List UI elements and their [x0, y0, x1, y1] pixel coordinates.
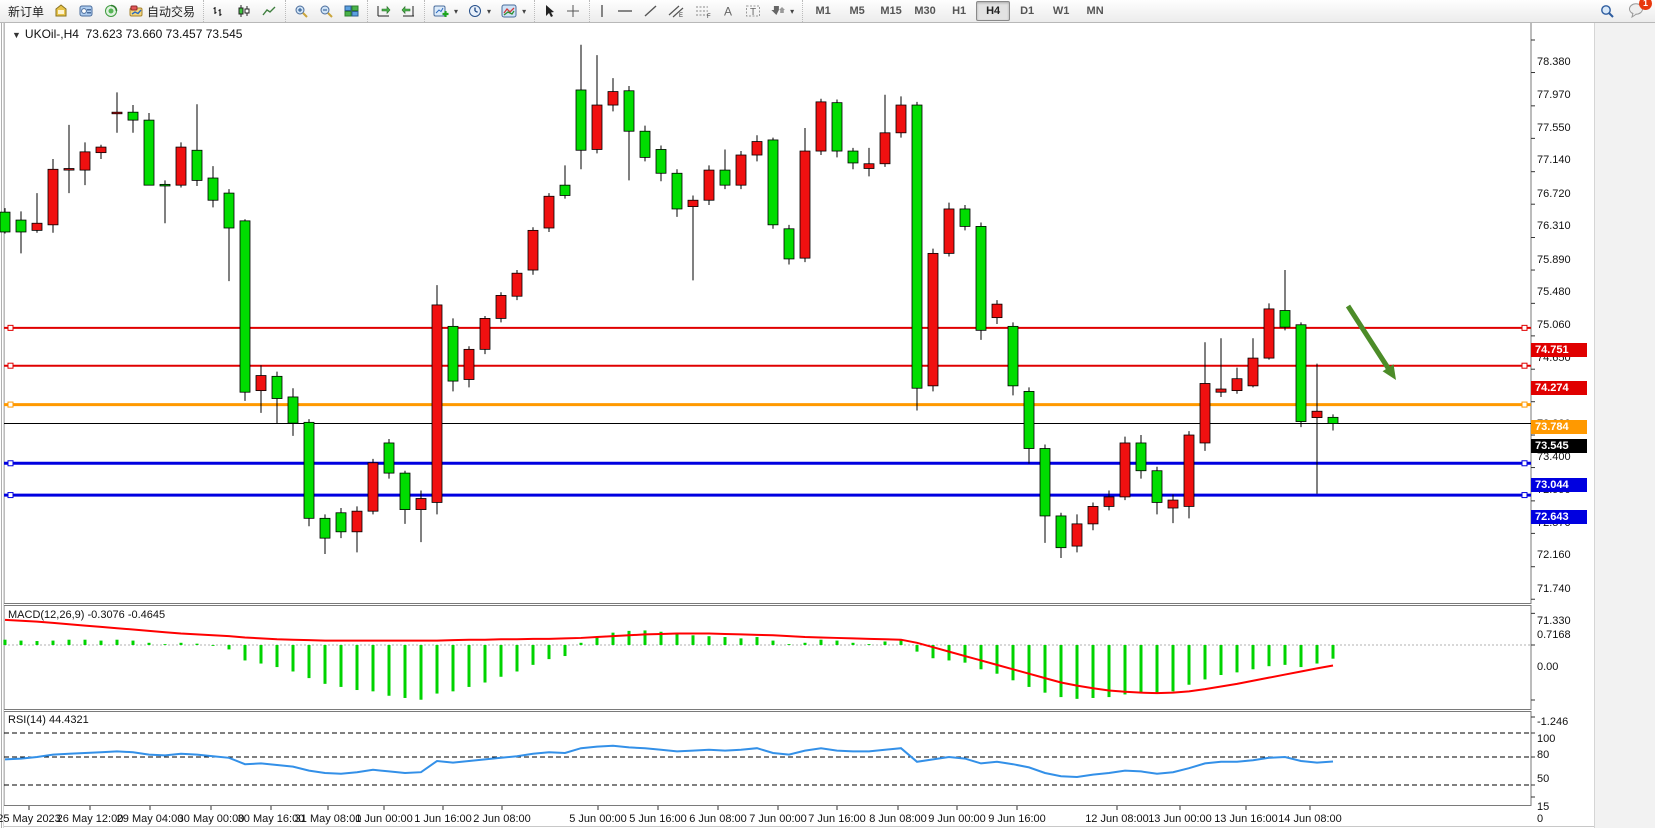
svg-text:F: F [707, 14, 711, 18]
equidistant-channel-icon: E [668, 4, 685, 18]
window-right-strip [1594, 22, 1655, 828]
search-button[interactable] [1594, 0, 1620, 22]
timeframe-button-d1[interactable]: D1 [1020, 5, 1035, 17]
auto-trading-label: 自动交易 [147, 4, 196, 19]
candlestick-mode-button[interactable] [232, 0, 257, 22]
timeframe-button-mn[interactable]: MN [1086, 5, 1104, 17]
indicators-icon [501, 4, 518, 18]
auto-scroll-icon [401, 4, 416, 18]
indicators-button[interactable]: ▾ [496, 0, 531, 22]
text-icon: A [722, 4, 735, 19]
cursor-icon [543, 4, 556, 18]
line-chart-mode-button[interactable] [257, 0, 282, 22]
timeframe-button-m5[interactable]: M5 [849, 5, 865, 17]
data-window-icon [79, 4, 94, 18]
bar-chart-icon [212, 4, 227, 18]
new-order-button[interactable]: 新订单 [3, 0, 49, 22]
zoom-out-button[interactable] [314, 0, 339, 22]
main-toolbar: 新订单 自动交易 [0, 0, 1655, 23]
notifications-button[interactable]: 1 [1628, 0, 1652, 21]
horizontal-lines-layer [4, 324, 1531, 499]
rsi-line [4, 744, 1334, 779]
arrows-dropdown-caret[interactable]: ▾ [790, 6, 795, 16]
navigator-icon [104, 4, 119, 18]
trend-arrow-annotation[interactable] [1345, 304, 1396, 380]
period-button[interactable]: ▾ [463, 0, 496, 22]
vertical-line-tool-button[interactable] [593, 0, 612, 22]
chart-shift-icon [376, 4, 391, 18]
cursor-tool-button[interactable] [538, 0, 561, 22]
zoom-in-icon [294, 4, 309, 18]
timeframe-button-h1[interactable]: H1 [952, 5, 967, 17]
notification-badge: 1 [1639, 0, 1652, 10]
timeframe-button-m30[interactable]: M30 [914, 5, 936, 17]
tile-windows-icon [344, 4, 359, 18]
market-watch-icon [54, 4, 69, 18]
text-label-icon: T [745, 4, 761, 18]
line-chart-icon [262, 4, 277, 18]
text-label-tool-button[interactable]: T [740, 0, 766, 22]
auto-trading-button[interactable]: 自动交易 [124, 0, 200, 22]
arrows-icon [771, 4, 786, 18]
timeframe-button-w1[interactable]: W1 [1052, 5, 1070, 17]
macd-signal-line [4, 618, 1334, 695]
svg-text:E: E [679, 13, 683, 18]
data-window-button[interactable] [74, 0, 99, 22]
fibonacci-tool-button[interactable]: F [690, 0, 717, 22]
zoom-out-icon [319, 4, 334, 18]
tile-windows-button[interactable] [339, 0, 364, 22]
crosshair-tool-button[interactable] [561, 0, 586, 22]
navigator-button[interactable] [99, 0, 124, 22]
arrows-tool-button[interactable]: ▾ [766, 0, 799, 22]
market-watch-button[interactable] [49, 0, 74, 22]
candles-layer [0, 44, 1339, 558]
zoom-in-button[interactable] [289, 0, 314, 22]
search-icon [1599, 4, 1615, 19]
bar-chart-mode-button[interactable] [207, 0, 232, 22]
new-chart-icon [433, 4, 450, 18]
timeframe-button-m1[interactable]: M1 [815, 5, 831, 17]
auto-scroll-button[interactable] [396, 0, 421, 22]
chart-window: ▼ UKOil-,H4 73.623 73.660 73.457 73.545 M… [0, 22, 1655, 828]
svg-text:A: A [724, 5, 732, 19]
chart-canvas[interactable] [0, 22, 1655, 828]
equidistant-channel-tool-button[interactable]: E [663, 0, 690, 22]
trendline-icon [643, 4, 658, 18]
macd-histogram-layer [3, 630, 1335, 700]
new-order-label: 新订单 [8, 4, 45, 19]
auto-trading-icon [129, 4, 144, 18]
candlestick-icon [237, 4, 252, 18]
trendline-tool-button[interactable] [638, 0, 663, 22]
svg-text:T: T [750, 7, 756, 18]
text-tool-button[interactable]: A [717, 0, 740, 22]
horizontal-line-icon [617, 4, 633, 18]
new-chart-dropdown-caret[interactable]: ▾ [454, 6, 459, 16]
timeframe-button-group: M1 M5 M15 M30 H1 H4 D1 W1 MN [802, 0, 1115, 22]
chart-shift-button[interactable] [371, 0, 396, 22]
indicators-dropdown-caret[interactable]: ▾ [522, 6, 527, 16]
period-dropdown-caret[interactable]: ▾ [487, 6, 492, 16]
timeframe-button-m15[interactable]: M15 [880, 5, 902, 17]
fibonacci-icon: F [695, 4, 712, 18]
clock-icon [468, 4, 483, 18]
vertical-line-icon [598, 4, 607, 18]
crosshair-icon [566, 4, 581, 18]
timeframe-button-h4[interactable]: H4 [976, 1, 1011, 21]
new-chart-button[interactable]: ▾ [428, 0, 463, 22]
horizontal-line-tool-button[interactable] [612, 0, 638, 22]
